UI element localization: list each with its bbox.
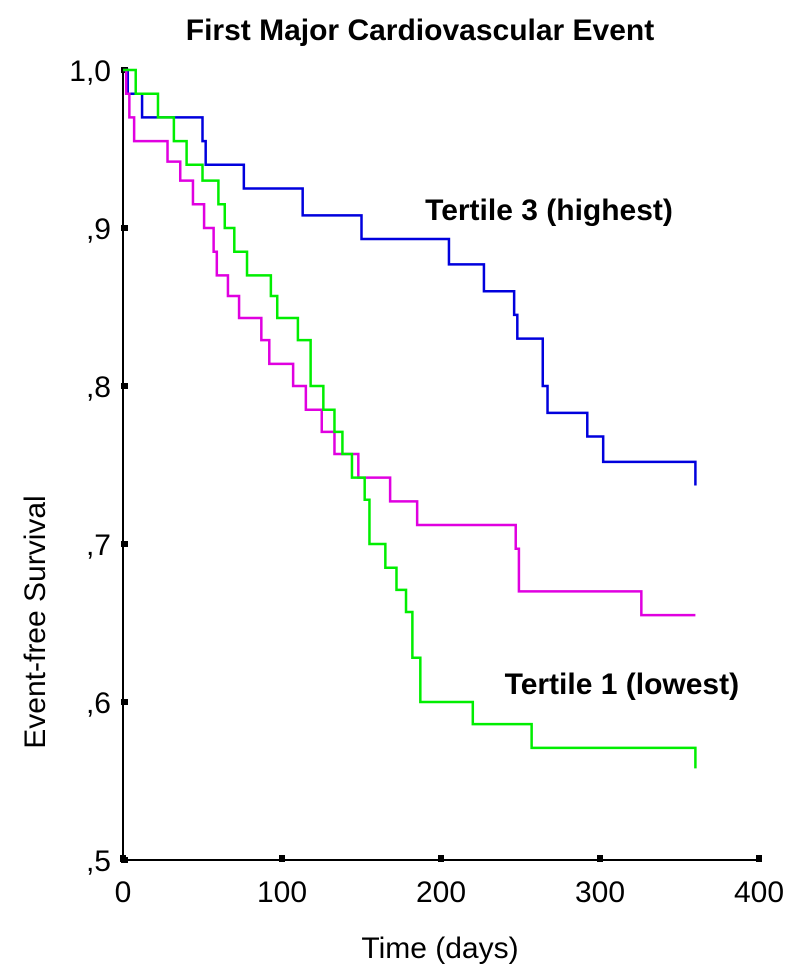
y-axis-label: Event-free Survival bbox=[19, 495, 52, 748]
annotation-label-2: Tertile 1 (lowest) bbox=[505, 668, 739, 701]
x-tick-label: 200 bbox=[416, 876, 466, 909]
x-axis-label: Time (days) bbox=[361, 932, 518, 965]
y-tick-label: ,9 bbox=[86, 213, 111, 246]
y-tick-label: ,7 bbox=[86, 529, 111, 562]
series-layer bbox=[123, 68, 697, 769]
ticks: ,5 ,6 ,7 ,8 ,9 1,0 0 100 200 300 400 bbox=[69, 55, 784, 909]
y-tick-label: ,5 bbox=[86, 845, 111, 878]
x-tick-label: 400 bbox=[734, 876, 784, 909]
x-tick-label: 100 bbox=[257, 876, 307, 909]
chart-title: First Major Cardiovascular Event bbox=[186, 14, 655, 47]
annotation-layer: Tertile 3 (highest) Tertile 1 (lowest) bbox=[425, 194, 739, 701]
series-line-2 bbox=[123, 68, 696, 617]
x-tick-label: 0 bbox=[115, 876, 132, 909]
y-tick-label: 1,0 bbox=[69, 55, 111, 88]
series-line-3 bbox=[123, 68, 697, 769]
y-tick-label: ,6 bbox=[86, 687, 111, 720]
series-line-1 bbox=[123, 68, 697, 486]
x-tick-label: 300 bbox=[575, 876, 625, 909]
annotation-label-1: Tertile 3 (highest) bbox=[425, 194, 673, 227]
y-tick-label: ,8 bbox=[86, 371, 111, 404]
